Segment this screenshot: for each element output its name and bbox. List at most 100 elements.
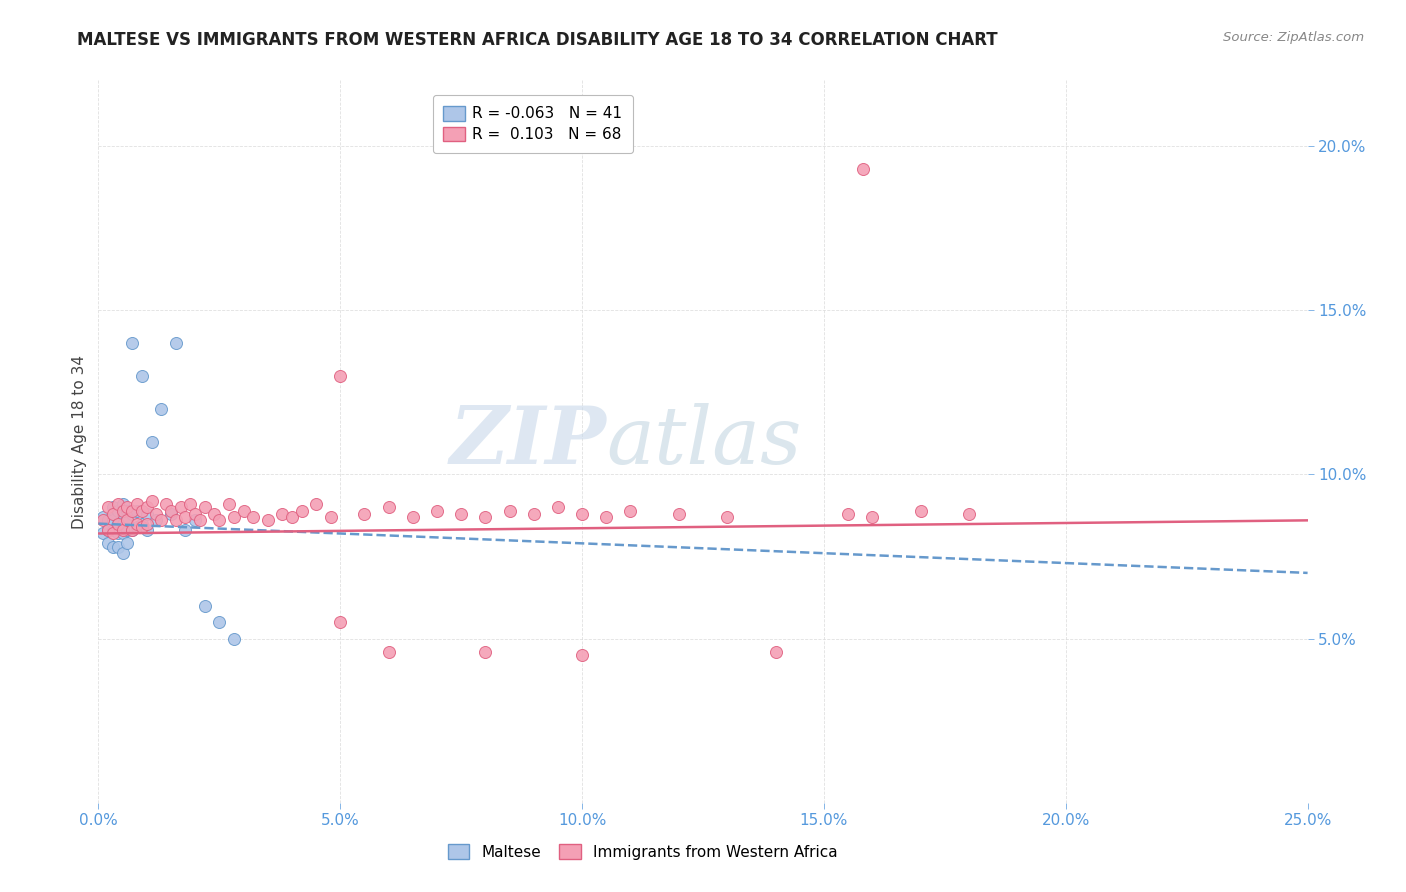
Point xyxy=(107,516,129,531)
Point xyxy=(117,523,139,537)
Point xyxy=(619,503,641,517)
Point xyxy=(107,497,129,511)
Point xyxy=(101,507,124,521)
Point xyxy=(860,510,883,524)
Point xyxy=(595,510,617,524)
Point xyxy=(290,503,312,517)
Point xyxy=(117,503,139,517)
Point xyxy=(117,513,139,527)
Point xyxy=(97,513,120,527)
Point xyxy=(165,513,187,527)
Point xyxy=(131,368,153,383)
Point xyxy=(169,500,191,515)
Point xyxy=(402,510,425,524)
Point xyxy=(97,523,120,537)
Point xyxy=(523,507,546,521)
Point xyxy=(117,513,139,527)
Point xyxy=(208,513,231,527)
Point xyxy=(111,546,134,560)
Point xyxy=(145,513,167,527)
Point xyxy=(852,161,875,176)
Point xyxy=(242,510,264,524)
Point xyxy=(474,645,496,659)
Text: MALTESE VS IMMIGRANTS FROM WESTERN AFRICA DISABILITY AGE 18 TO 34 CORRELATION CH: MALTESE VS IMMIGRANTS FROM WESTERN AFRIC… xyxy=(77,31,998,49)
Point xyxy=(426,503,449,517)
Point xyxy=(271,507,294,521)
Point xyxy=(101,526,124,541)
Point xyxy=(121,523,143,537)
Point xyxy=(204,507,226,521)
Point xyxy=(547,500,569,515)
Point xyxy=(194,500,217,515)
Point xyxy=(111,507,134,521)
Point xyxy=(117,536,139,550)
Point xyxy=(174,523,197,537)
Point xyxy=(188,513,211,527)
Y-axis label: Disability Age 18 to 34: Disability Age 18 to 34 xyxy=(72,354,87,529)
Point xyxy=(101,523,124,537)
Point xyxy=(150,401,173,416)
Point xyxy=(377,500,399,515)
Point xyxy=(121,336,143,351)
Point xyxy=(218,497,240,511)
Point xyxy=(450,507,472,521)
Point xyxy=(101,540,124,554)
Point xyxy=(127,503,149,517)
Point xyxy=(910,503,932,517)
Point xyxy=(141,493,163,508)
Point xyxy=(174,510,197,524)
Point xyxy=(101,500,124,515)
Point xyxy=(111,503,134,517)
Point xyxy=(208,615,231,630)
Point xyxy=(117,500,139,515)
Point xyxy=(957,507,980,521)
Point xyxy=(837,507,859,521)
Point xyxy=(353,507,375,521)
Point xyxy=(184,513,207,527)
Point xyxy=(145,507,167,521)
Point xyxy=(179,497,201,511)
Point xyxy=(160,507,183,521)
Point xyxy=(127,516,149,531)
Point xyxy=(121,507,143,521)
Point xyxy=(305,497,328,511)
Point xyxy=(141,434,163,449)
Point xyxy=(165,336,187,351)
Point xyxy=(135,523,157,537)
Point xyxy=(160,503,183,517)
Point xyxy=(150,513,173,527)
Legend: Maltese, Immigrants from Western Africa: Maltese, Immigrants from Western Africa xyxy=(440,837,845,867)
Point xyxy=(498,503,520,517)
Point xyxy=(716,510,738,524)
Point xyxy=(121,503,143,517)
Point xyxy=(107,526,129,541)
Point xyxy=(668,507,690,521)
Point xyxy=(135,500,157,515)
Point xyxy=(571,648,593,662)
Point xyxy=(194,599,217,613)
Point xyxy=(91,513,114,527)
Point xyxy=(97,523,120,537)
Point xyxy=(329,615,352,630)
Point xyxy=(111,497,134,511)
Point xyxy=(765,645,787,659)
Point xyxy=(101,513,124,527)
Point xyxy=(135,516,157,531)
Point xyxy=(131,503,153,517)
Point xyxy=(131,516,153,531)
Point xyxy=(232,503,254,517)
Point xyxy=(97,536,120,550)
Point xyxy=(121,523,143,537)
Text: ZIP: ZIP xyxy=(450,403,606,480)
Point xyxy=(111,516,134,531)
Point xyxy=(256,513,278,527)
Point xyxy=(184,507,207,521)
Point xyxy=(135,507,157,521)
Text: Source: ZipAtlas.com: Source: ZipAtlas.com xyxy=(1223,31,1364,45)
Text: atlas: atlas xyxy=(606,403,801,480)
Point xyxy=(281,510,304,524)
Point xyxy=(127,497,149,511)
Point xyxy=(377,645,399,659)
Point xyxy=(111,523,134,537)
Point xyxy=(474,510,496,524)
